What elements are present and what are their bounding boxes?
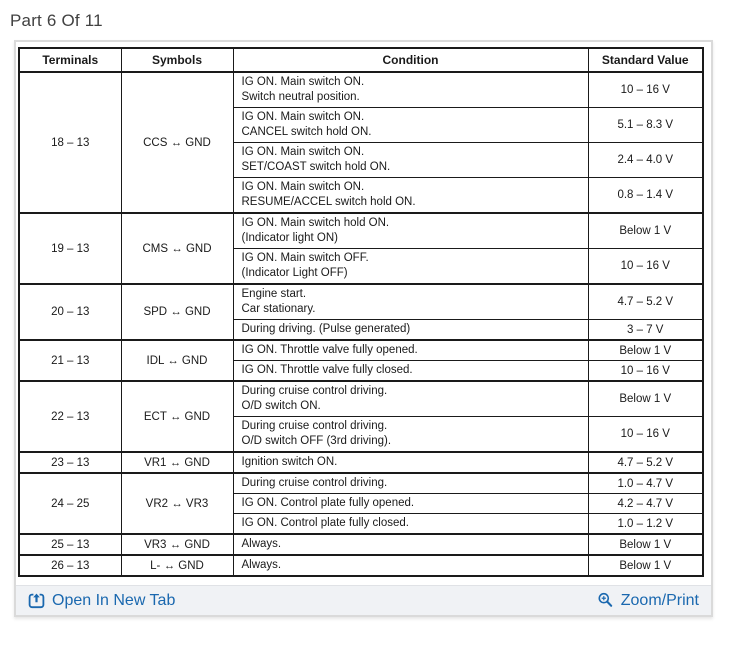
condition-cell: IG ON. Main switch ON. Switch neutral po…: [232, 71, 589, 108]
terminals-cell: 18 – 13: [18, 71, 122, 214]
condition-cell: IG ON. Main switch hold ON. (Indicator l…: [232, 212, 589, 249]
table-row: 18 – 13 CCS ↔ GND IG ON. Main switch ON. S…: [18, 71, 704, 214]
standard-value-cell: Below 1 V: [587, 554, 704, 577]
symbols-cell: L- ↔ GND: [120, 554, 234, 577]
condition-cell: IG ON. Main switch ON. CANCEL switch hol…: [232, 107, 589, 143]
terminals-cell: 25 – 13: [18, 533, 122, 556]
symbols-cell: ECT ↔ GND: [120, 380, 234, 453]
condition-cell: Engine start. Car stationary.: [232, 283, 589, 320]
table-row: 20 – 13 SPD ↔ GND Engine start. Car statio…: [18, 283, 704, 341]
table-row: IG ON. Main switch ON. SET/COAST switch …: [19, 142, 704, 178]
terminal-voltage-table: Terminals Symbols Condition Standard Val…: [18, 47, 704, 577]
standard-value-cell: Below 1 V: [587, 339, 704, 361]
standard-value-cell: 10 – 16 V: [587, 71, 704, 108]
col-header-standard-value: Standard Value: [587, 47, 704, 73]
condition-cell: IG ON. Main switch ON. RESUME/ACCEL swit…: [232, 177, 589, 214]
condition-cell: IG ON. Control plate fully opened.: [232, 493, 589, 514]
condition-cell: Always.: [232, 533, 589, 556]
col-header-terminals: Terminals: [18, 47, 122, 73]
condition-cell: During cruise control driving. O/D switc…: [232, 416, 589, 453]
scanned-document-page: Terminals Symbols Condition Standard Val…: [16, 42, 711, 585]
condition-cell: During cruise control driving. O/D switc…: [232, 380, 589, 417]
table-row: IG ON. Main switch ON. RESUME/ACCEL swit…: [19, 177, 704, 214]
table-row: IG ON. Main switch OFF. (Indicator Light…: [19, 248, 704, 285]
terminals-cell: 23 – 13: [18, 451, 122, 474]
condition-cell: Ignition switch ON.: [232, 451, 589, 474]
open-in-new-tab-label: Open In New Tab: [52, 591, 176, 609]
table-row: 26 – 13 L- ↔ GND Always. Below 1 V: [18, 554, 704, 577]
terminals-cell: 20 – 13: [18, 283, 122, 341]
open-in-new-tab-link[interactable]: Open In New Tab: [28, 586, 175, 616]
condition-cell: During driving. (Pulse generated): [232, 319, 589, 341]
table-row: 22 – 13 ECT ↔ GND During cruise control dr…: [18, 380, 704, 453]
standard-value-cell: 10 – 16 V: [587, 248, 704, 285]
condition-cell: IG ON. Throttle valve fully closed.: [232, 360, 589, 382]
condition-cell: IG ON. Main switch OFF. (Indicator Light…: [232, 248, 589, 285]
table-row: IG ON. Main switch ON. CANCEL switch hol…: [19, 107, 704, 143]
condition-cell: During cruise control driving.: [232, 472, 589, 494]
zoom-print-link[interactable]: Zoom/Print: [597, 586, 699, 616]
symbols-cell: VR1 ↔ GND: [120, 451, 234, 474]
standard-value-cell: 1.0 – 4.7 V: [587, 472, 704, 494]
col-header-symbols: Symbols: [120, 47, 234, 73]
condition-cell: IG ON. Throttle valve fully opened.: [232, 339, 589, 361]
standard-value-cell: 0.8 – 1.4 V: [587, 177, 704, 214]
symbols-cell: CMS ↔ GND: [120, 212, 234, 285]
symbols-cell: CCS ↔ GND: [120, 71, 234, 214]
document-viewer: Terminals Symbols Condition Standard Val…: [14, 40, 713, 617]
terminals-cell: 26 – 13: [18, 554, 122, 577]
col-header-condition: Condition: [232, 47, 589, 73]
standard-value-cell: Below 1 V: [587, 533, 704, 556]
standard-value-cell: Below 1 V: [587, 212, 704, 249]
table-row: 23 – 13 VR1 ↔ GND Ignition switch ON. 4.7 –…: [18, 451, 704, 474]
symbols-cell: VR3 ↔ GND: [120, 533, 234, 556]
standard-value-cell: 4.2 – 4.7 V: [587, 493, 704, 514]
terminals-cell: 22 – 13: [18, 380, 122, 453]
condition-cell: IG ON. Control plate fully closed.: [232, 513, 589, 535]
standard-value-cell: 10 – 16 V: [587, 416, 704, 453]
table-row: 19 – 13 CMS ↔ GND IG ON. Main switch hold …: [18, 212, 704, 285]
page-title: Part 6 Of 11: [10, 11, 103, 30]
zoom-print-label: Zoom/Print: [620, 591, 699, 609]
standard-value-cell: 4.7 – 5.2 V: [587, 283, 704, 320]
standard-value-cell: 4.7 – 5.2 V: [587, 451, 704, 474]
symbols-cell: IDL ↔ GND: [120, 339, 234, 382]
terminals-cell: 21 – 13: [18, 339, 122, 382]
standard-value-cell: Below 1 V: [587, 380, 704, 417]
condition-cell: IG ON. Main switch ON. SET/COAST switch …: [232, 142, 589, 178]
standard-value-cell: 2.4 – 4.0 V: [587, 142, 704, 178]
table-row: IG ON. Throttle valve fully closed. 10 – …: [19, 360, 704, 382]
condition-cell: Always.: [232, 554, 589, 577]
standard-value-cell: 5.1 – 8.3 V: [587, 107, 704, 143]
open-in-new-tab-icon: [28, 593, 45, 609]
table-row: 24 – 25 VR2 ↔ VR3 During cruise control dr…: [18, 472, 704, 535]
zoom-magnifier-icon: [598, 592, 612, 607]
symbols-cell: SPD ↔ GND: [120, 283, 234, 341]
terminal-table-body: 18 – 13 CCS ↔ GND IG ON. Main switch ON. S…: [18, 71, 704, 577]
viewer-toolbar: Open In New Tab Zoom/Print: [16, 585, 711, 615]
standard-value-cell: 10 – 16 V: [587, 360, 704, 382]
table-row: During driving. (Pulse generated) 3 – 7 V: [19, 319, 704, 341]
table-header-row: Terminals Symbols Condition Standard Val…: [18, 47, 704, 73]
table-row: IG ON. Control plate fully closed. 1.0 – …: [19, 513, 704, 535]
table-row: 21 – 13 IDL ↔ GND IG ON. Throttle valve fu…: [18, 339, 704, 382]
table-row: 25 – 13 VR3 ↔ GND Always. Below 1 V: [18, 533, 704, 556]
terminals-cell: 19 – 13: [18, 212, 122, 285]
standard-value-cell: 1.0 – 1.2 V: [587, 513, 704, 535]
symbols-cell: VR2 ↔ VR3: [120, 472, 234, 535]
table-row: IG ON. Control plate fully opened. 4.2 – …: [19, 493, 704, 514]
standard-value-cell: 3 – 7 V: [587, 319, 704, 341]
terminals-cell: 24 – 25: [18, 472, 122, 535]
table-row: During cruise control driving. O/D switc…: [19, 416, 704, 453]
